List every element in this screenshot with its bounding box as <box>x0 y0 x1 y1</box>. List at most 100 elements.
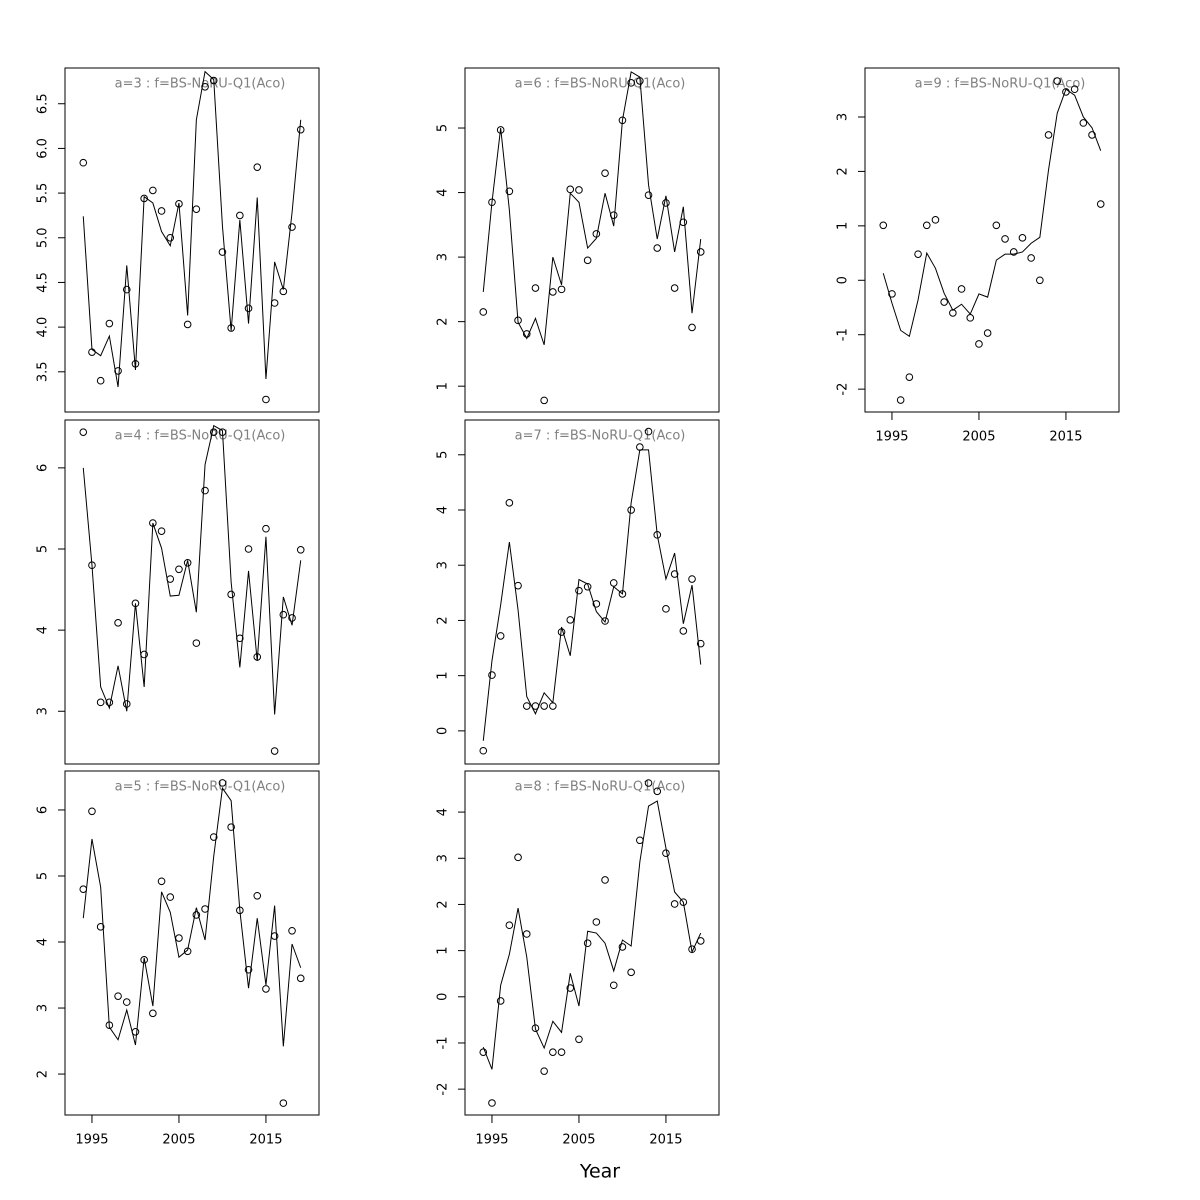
data-point <box>114 992 122 1000</box>
data-point <box>262 985 270 993</box>
y-tick-label: 4.5 <box>36 272 51 293</box>
data-point <box>540 702 548 710</box>
panel-title: a=4 : f=BS-NoRU-Q1(Aco) <box>115 429 286 444</box>
y-tick-label: 1 <box>436 946 451 954</box>
x-tick-label: 1995 <box>75 1133 108 1148</box>
data-point <box>236 211 244 220</box>
y-tick-label: 4.0 <box>36 317 51 338</box>
data-point <box>253 163 262 171</box>
data-point <box>627 79 635 87</box>
data-point <box>96 376 105 385</box>
data-point <box>175 565 183 574</box>
y-tick-label: 3 <box>36 1004 51 1012</box>
data-point <box>609 579 618 587</box>
data-point <box>227 823 235 831</box>
data-point <box>209 833 218 841</box>
data-point <box>592 918 601 926</box>
panel: a=5 : f=BS-NoRU-Q1(Aco) 2 3 4 5 6 1995 2005 2015 <box>36 770 320 1148</box>
panel-title: a=5 : f=BS-NoRU-Q1(Aco) <box>115 780 286 795</box>
data-point <box>679 898 688 906</box>
data-point <box>1088 131 1096 139</box>
fitted-line <box>82 786 302 1047</box>
fitted-line <box>482 71 702 346</box>
data-point <box>1044 131 1053 139</box>
data-point <box>601 617 609 625</box>
panel: a=7 : f=BS-NoRU-Q1(Aco) 0 1 2 3 4 5 <box>436 419 720 765</box>
data-point <box>149 1009 157 1018</box>
data-point <box>540 1067 548 1075</box>
data-point <box>896 396 905 404</box>
plot-frame <box>64 770 320 1116</box>
y-tick-label: 6 <box>36 806 51 814</box>
data-point <box>975 340 983 348</box>
data-point <box>288 614 296 622</box>
data-point <box>696 248 705 256</box>
y-tick-label: 4 <box>36 938 51 946</box>
data-point <box>244 545 253 553</box>
y-tick-label: 0 <box>436 993 451 1001</box>
data-point <box>209 428 218 436</box>
data-point <box>122 998 131 1006</box>
data-point <box>1096 200 1105 208</box>
panel-title: a=9 : f=BS-NoRU-Q1(Aco) <box>915 77 1086 92</box>
data-point <box>262 524 270 533</box>
data-point <box>540 396 548 405</box>
data-point <box>496 126 505 134</box>
data-point <box>940 298 948 306</box>
data-point <box>1070 85 1079 94</box>
y-tick-label: 2 <box>436 616 451 624</box>
data-point <box>175 934 183 942</box>
y-tick-label: -2 <box>436 1083 451 1096</box>
panel: a=9 : f=BS-NoRU-Q1(Aco) -2 -1 0 1 2 3 1995 2005 2… <box>836 67 1120 445</box>
data-point <box>479 308 488 316</box>
data-point <box>662 849 670 857</box>
panel-title: a=6 : f=BS-NoRU-Q1(Aco) <box>515 77 686 92</box>
data-point <box>644 779 653 787</box>
data-point <box>244 304 253 313</box>
y-tick-label: 5.5 <box>36 183 51 204</box>
data-point <box>557 1048 566 1057</box>
panel: a=8 : f=BS-NoRU-Q1(Aco) -2 -1 0 1 2 3 4 1995 2005… <box>436 770 720 1148</box>
data-point <box>218 779 227 787</box>
plot-frame <box>864 67 1120 413</box>
data-point <box>201 82 209 91</box>
data-point <box>609 981 618 990</box>
data-point <box>288 926 296 935</box>
data-point <box>636 836 644 845</box>
data-point <box>183 558 192 567</box>
data-point <box>218 248 227 256</box>
x-tick-label: 2015 <box>1049 430 1082 445</box>
plot-frame <box>64 67 320 413</box>
data-point <box>957 285 966 293</box>
y-tick-label: 0 <box>436 727 451 735</box>
data-point <box>522 702 531 710</box>
fitted-line <box>82 70 302 388</box>
y-tick-label: 3 <box>836 113 851 121</box>
data-point <box>505 921 514 930</box>
data-point <box>905 373 914 381</box>
data-point <box>105 319 114 328</box>
data-point <box>931 216 940 224</box>
data-point <box>157 207 166 215</box>
data-point <box>201 486 209 495</box>
x-axis-label: Year <box>579 1161 620 1183</box>
data-point <box>253 891 262 900</box>
data-point <box>79 428 88 436</box>
data-point <box>566 616 575 624</box>
y-tick-label: 5.0 <box>36 227 51 248</box>
data-point <box>1018 234 1027 242</box>
data-point <box>496 632 505 640</box>
data-point <box>122 285 131 294</box>
y-tick-label: 3 <box>436 253 451 261</box>
data-point <box>557 285 566 294</box>
data-point <box>627 968 635 977</box>
data-point <box>496 997 505 1005</box>
data-point <box>601 169 609 178</box>
data-point <box>983 329 992 337</box>
data-point <box>670 570 679 578</box>
data-point <box>575 586 583 595</box>
data-point <box>192 205 201 213</box>
data-point <box>888 290 896 298</box>
y-tick-label: 5 <box>436 451 451 459</box>
